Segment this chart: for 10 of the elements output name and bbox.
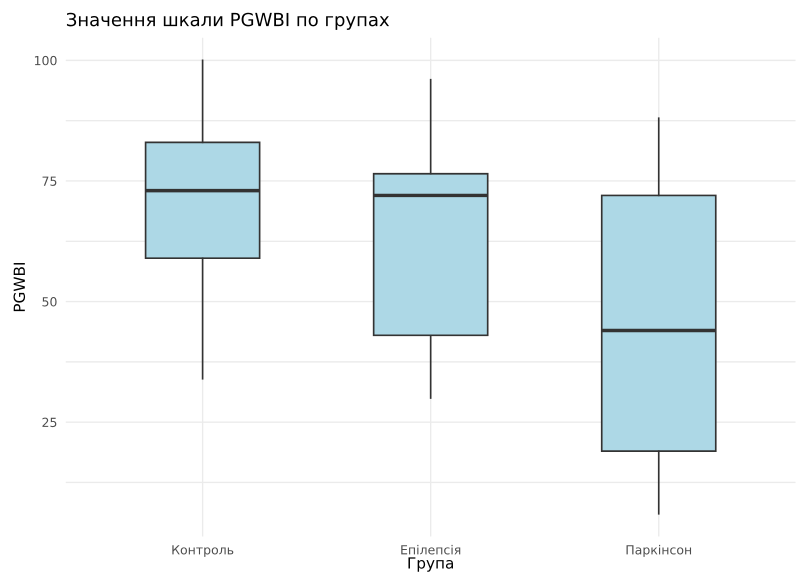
chart-title: Значення шкали PGWBI по групах: [66, 12, 390, 30]
y-axis-title: PGWBI: [14, 263, 26, 312]
x-tick-label: Епілепсія: [401, 544, 460, 555]
y-tick-label: 25: [42, 418, 56, 428]
x-tick-label: Паркінсон: [626, 544, 692, 557]
x-tick-label: Контроль: [172, 545, 234, 557]
y-tick-label: 50: [42, 297, 57, 306]
y-tick-label: 75: [42, 176, 56, 186]
y-tick-label: 100: [34, 56, 57, 66]
x-axis-title: Група: [408, 557, 453, 572]
